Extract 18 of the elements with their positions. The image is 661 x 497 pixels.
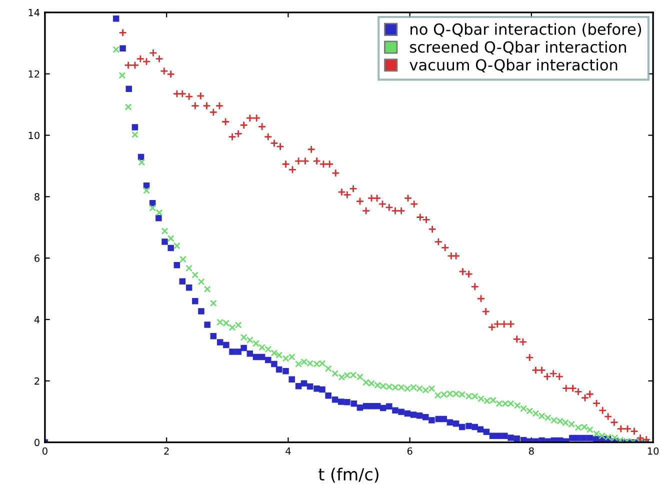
x-tick-label: 4	[286, 447, 291, 455]
legend-label: vacuum Q-Qbar interaction	[410, 58, 618, 72]
x-tick-label: 0	[42, 447, 48, 455]
legend-label: no Q-Qbar interaction (before)	[410, 23, 642, 37]
y-tick-label: 8	[34, 193, 40, 200]
x-tick-label: 8	[529, 447, 534, 455]
x-axis-title: t (fm/c)	[318, 468, 378, 483]
y-tick-label: 12	[28, 70, 40, 78]
y-tick-label: 4	[34, 316, 40, 324]
y-tick-label: 0	[34, 438, 40, 446]
legend-label: screened Q-Qbar interaction	[410, 40, 626, 55]
x-tick-label: 6	[407, 447, 412, 455]
y-tick-label: 14	[28, 9, 40, 16]
x-tick-label: 10	[648, 447, 659, 455]
y-tick-label: 10	[28, 132, 40, 140]
y-tick-label: 2	[34, 377, 40, 385]
y-tick-label: 6	[34, 254, 40, 262]
x-tick-label: 2	[164, 447, 169, 455]
